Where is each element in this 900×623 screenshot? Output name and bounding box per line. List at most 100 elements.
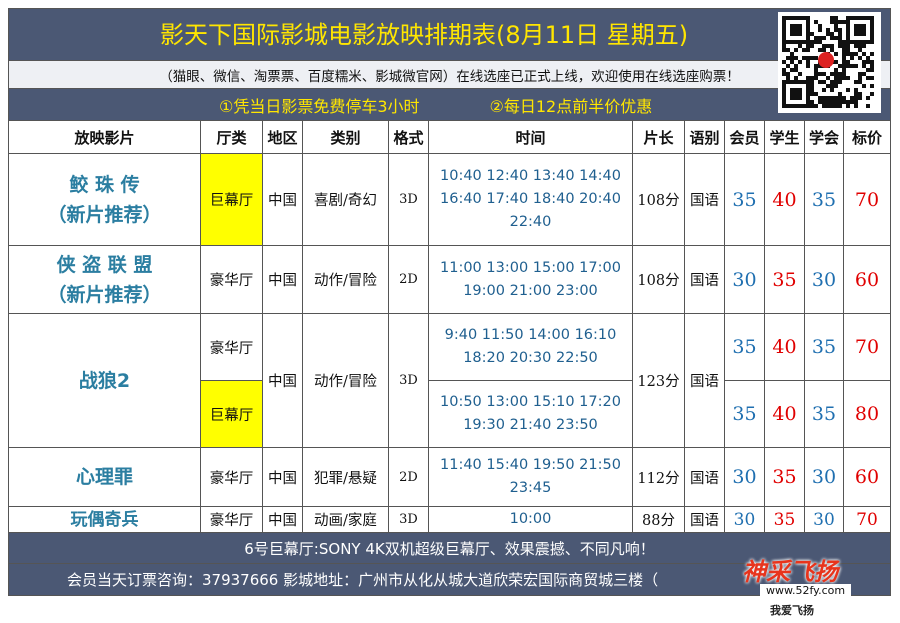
student_member-price: 30 [804, 245, 844, 314]
member-price: 30 [724, 447, 765, 507]
qr-module [858, 32, 862, 36]
qr-logo [818, 52, 834, 68]
qr-module [846, 52, 850, 56]
qr-module [802, 40, 806, 44]
hall: 豪华厅 [200, 245, 263, 314]
qr-module [786, 40, 790, 44]
qr-module [842, 68, 846, 72]
qr-module [830, 104, 834, 108]
qr-module [806, 104, 810, 108]
length: 123分 [632, 313, 685, 448]
qr-module [786, 56, 790, 60]
genre: 犯罪/悬疑 [302, 447, 389, 507]
qr-module [834, 36, 838, 40]
qr-module [846, 40, 850, 44]
qr-module [794, 80, 798, 84]
showtime-line: 10:00 [509, 511, 552, 527]
qr-module [818, 36, 822, 40]
column-header: 格式 [388, 120, 429, 154]
qr-module [798, 96, 802, 100]
qr-module [854, 32, 858, 36]
qr-module [806, 44, 810, 48]
qr-module [862, 24, 866, 28]
qr-module [870, 64, 874, 68]
qr-module [830, 84, 834, 88]
format: 3D [388, 313, 429, 448]
qr-module [826, 32, 830, 36]
qr-module [818, 24, 822, 28]
qr-module [838, 36, 842, 40]
qr-module [834, 68, 838, 72]
qr-module [790, 104, 794, 108]
qr-module [790, 92, 794, 96]
watermark-url: www.52fy.com [760, 584, 852, 597]
qr-module [842, 64, 846, 68]
qr-module [782, 68, 786, 72]
qr-module [818, 80, 822, 84]
qr-module [790, 28, 794, 32]
qr-module [862, 28, 866, 32]
language: 国语 [684, 153, 725, 246]
footer-line: 6号巨幕厅:SONY 4K双机超级巨幕厅、效果震撼、不同凡响！ [8, 532, 891, 564]
member-price: 35 [724, 380, 765, 448]
qr-module [798, 32, 802, 36]
qr-module [790, 16, 794, 20]
qr-module [846, 36, 850, 40]
format: 3D [388, 153, 429, 246]
qr-module [862, 40, 866, 44]
column-header: 会员 [724, 120, 765, 154]
showtime-line: 11:00 13:00 15:00 17:00 [440, 259, 621, 276]
qr-module [794, 32, 798, 36]
qr-module [786, 48, 790, 52]
qr-module [790, 24, 794, 28]
student_member-price: 30 [804, 506, 844, 533]
qr-module [862, 60, 866, 64]
showtime-line: 23:45 [509, 480, 552, 496]
qr-module [862, 84, 866, 88]
qr-module [834, 24, 838, 28]
hall: 豪华厅 [200, 447, 263, 507]
qr-module [858, 56, 862, 60]
showtime-line: 9:40 11:50 14:00 16:10 [444, 327, 617, 343]
qr-module [798, 92, 802, 96]
hall: 豪华厅 [200, 506, 263, 533]
qr-module [794, 68, 798, 72]
film-name: 心理罪 [8, 447, 201, 507]
qr-module [866, 16, 870, 20]
qr-module [846, 16, 850, 20]
qr-module [838, 20, 842, 24]
qr-module [818, 48, 822, 52]
qr-module [838, 92, 842, 96]
footer-line: 会员当天订票咨询：37937666 影城地址：广州市从化从城大道欣荣宏国际商贸城… [8, 563, 891, 596]
qr-module [870, 40, 874, 44]
qr-module [806, 32, 810, 36]
qr-module [822, 96, 826, 100]
qr-module [834, 60, 838, 64]
qr-module [782, 44, 786, 48]
member-price: 35 [724, 313, 765, 381]
qr-module [806, 84, 810, 88]
qr-module [854, 16, 858, 20]
qr-module [858, 72, 862, 76]
qr-module [866, 60, 870, 64]
language: 国语 [684, 447, 725, 507]
qr-module [826, 84, 830, 88]
qr-module [782, 60, 786, 64]
qr-module [826, 28, 830, 32]
member-price: 30 [724, 245, 765, 314]
qr-module [806, 48, 810, 52]
qr-module [870, 32, 874, 36]
qr-module [806, 60, 810, 64]
qr-module [786, 16, 790, 20]
showtime-line: 10:40 12:40 13:40 14:40 [440, 168, 621, 184]
qr-module [830, 16, 834, 20]
qr-module [802, 80, 806, 84]
language: 国语 [684, 245, 725, 314]
showtimes: 10:00 [428, 506, 633, 533]
qr-module [794, 24, 798, 28]
qr-module [786, 72, 790, 76]
qr-module [858, 24, 862, 28]
region: 中国 [262, 313, 303, 448]
qr-module [866, 68, 870, 72]
qr-module [806, 24, 810, 28]
